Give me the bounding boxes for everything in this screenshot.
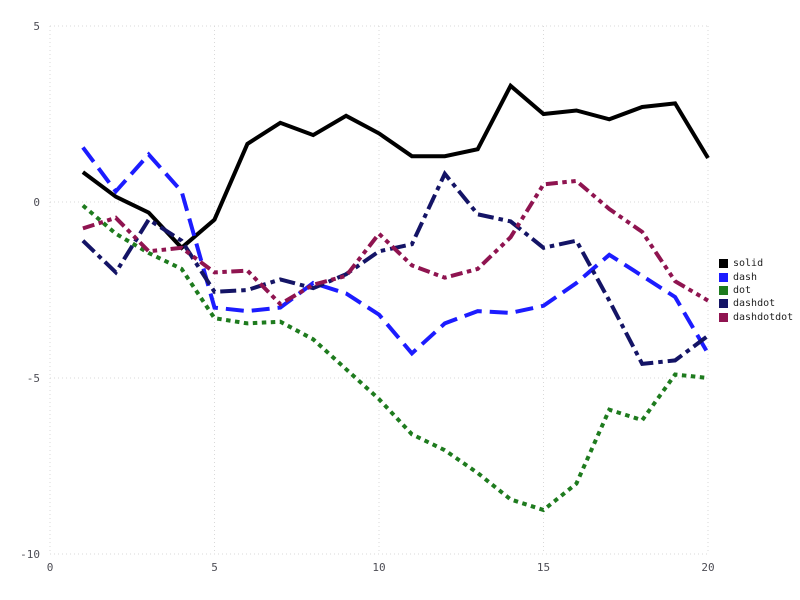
series-line-dot: [81, 203, 709, 513]
series-line-dashdotdot: [82, 178, 710, 307]
legend-label: dashdotdot: [733, 311, 794, 323]
legend-item-dashdot: dashdot: [719, 297, 793, 310]
y-tick-label: -10: [20, 548, 40, 561]
series-line-solid: [81, 82, 710, 251]
x-tick-label: 20: [701, 561, 714, 574]
legend-item-dashdotdot: dashdotdot: [719, 311, 793, 324]
legend-item-dot: dot: [719, 284, 793, 297]
legend-item-dash: dash: [719, 270, 793, 283]
chart-legend: solid dash dot dashdot dashdotdot: [719, 257, 793, 324]
y-tick-label: -5: [27, 372, 40, 385]
legend-item-solid: solid: [719, 257, 793, 270]
legend-label: dash: [733, 271, 758, 283]
legend-label: dot: [733, 284, 752, 296]
legend-swatch-solid: [719, 259, 728, 269]
series-line-dash: [81, 146, 710, 357]
y-tick-label: 5: [33, 20, 40, 33]
legend-swatch-dashdot: [719, 299, 728, 309]
x-tick-label: 0: [47, 561, 54, 574]
y-tick-label: 0: [33, 196, 40, 209]
legend-swatch-dash: [719, 272, 728, 282]
legend-swatch-dashdotdot: [719, 312, 728, 322]
legend-label: solid: [733, 258, 764, 270]
legend-swatch-dot: [719, 285, 728, 295]
x-tick-label: 5: [211, 561, 218, 574]
legend-label: dashdot: [733, 298, 776, 310]
x-tick-label: 10: [372, 561, 385, 574]
x-tick-label: 15: [537, 561, 550, 574]
